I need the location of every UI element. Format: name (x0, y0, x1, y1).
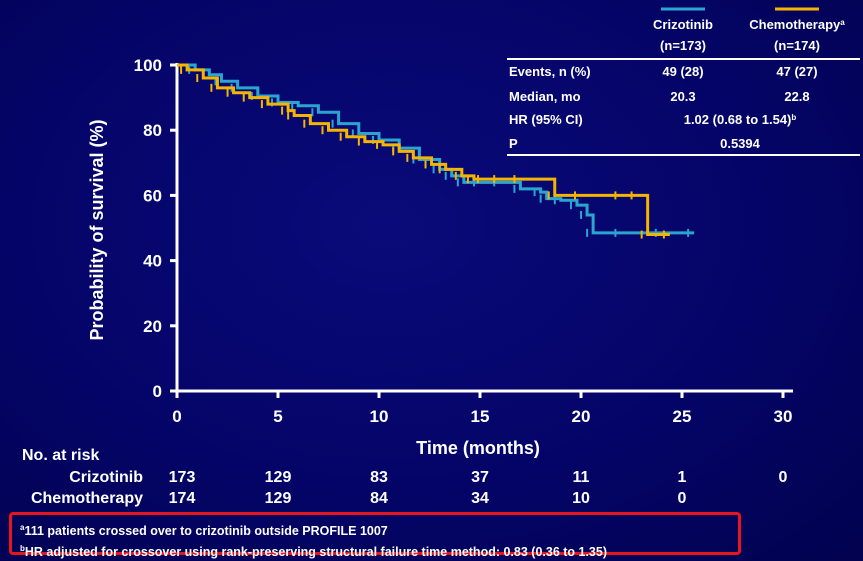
table-row-value-chemotherapy: 47 (27) (776, 64, 817, 79)
at-risk-value: 11 (573, 469, 590, 486)
at-risk-value: 34 (471, 490, 489, 507)
x-axis-title: Time (months) (416, 438, 540, 458)
table-row-value-chemotherapy: 22.8 (784, 89, 809, 104)
table-row-value-crizotinib: 49 (28) (662, 64, 703, 79)
at-risk-value: 0 (678, 490, 687, 507)
at-risk-label-chemotherapy: Chemotherapy (31, 490, 143, 507)
y-axis-title: Probability of survival (%) (87, 119, 107, 340)
at-risk-value: 37 (471, 469, 489, 486)
at-risk-value: 0 (779, 469, 788, 486)
at-risk-value: 129 (265, 469, 292, 486)
at-risk-title: No. at risk (22, 447, 99, 464)
at-risk-value: 129 (265, 490, 292, 507)
x-tick-label: 20 (572, 407, 591, 426)
at-risk-value: 173 (169, 469, 196, 486)
summary-table: Crizotinib (n=173) Chemotherapya (n=174) Eve… (507, 7, 860, 156)
survival-curves (177, 63, 695, 239)
x-tick-label: 10 (370, 407, 389, 426)
table-row-value: 0.5394 (720, 136, 761, 151)
table-row-label: Events, n (%) (509, 64, 591, 79)
y-tick-label: 80 (143, 121, 162, 140)
y-tick-label: 0 (153, 382, 162, 401)
legend-name-chemotherapy: Chemotherapya (749, 17, 845, 32)
y-tick-label: 40 (143, 252, 162, 271)
footnote-box: a111 patients crossed over to crizotinib… (9, 512, 741, 559)
at-risk-value: 10 (572, 490, 590, 507)
series-line-crizotinib (177, 63, 695, 235)
series-line-chemotherapy (177, 63, 670, 237)
at-risk-value: 84 (370, 490, 388, 507)
legend-name-crizotinib: Crizotinib (653, 17, 713, 32)
table-row-label: HR (95% CI) (509, 112, 583, 127)
table-row-label: P (509, 136, 518, 151)
y-tick-label: 20 (143, 317, 162, 336)
legend-n-crizotinib: (n=173) (660, 38, 706, 53)
y-tick-label: 60 (143, 186, 162, 205)
at-risk-value: 174 (169, 490, 196, 507)
at-risk-value: 83 (370, 469, 388, 486)
footnote-b: bHR adjusted for crossover using rank-pr… (20, 544, 608, 560)
x-tick-label: 5 (273, 407, 282, 426)
table-row-value: 1.02 (0.68 to 1.54)b (684, 112, 797, 127)
table-row-label: Median, mo (509, 89, 581, 104)
at-risk-label-crizotinib: Crizotinib (69, 469, 143, 486)
y-tick-label: 100 (134, 56, 162, 75)
ticks: 0 5 10 15 20 25 30 0 20 40 60 80 100 (134, 56, 793, 426)
table-row-value-crizotinib: 20.3 (670, 89, 695, 104)
x-tick-label: 25 (673, 407, 692, 426)
axes (175, 63, 793, 393)
x-tick-label: 0 (172, 407, 181, 426)
x-tick-label: 30 (774, 407, 793, 426)
footnote-a: a111 patients crossed over to crizotinib… (20, 523, 388, 539)
legend-n-chemotherapy: (n=174) (774, 38, 820, 53)
at-risk-value: 1 (678, 469, 687, 486)
x-tick-label: 15 (471, 407, 490, 426)
